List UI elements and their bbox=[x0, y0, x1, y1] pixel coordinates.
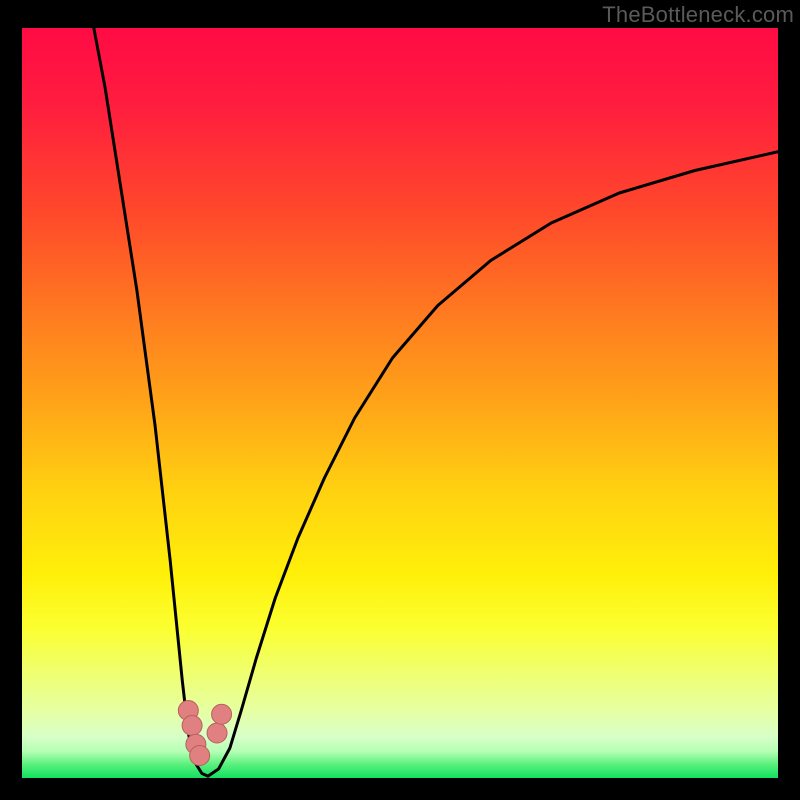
gradient-background bbox=[22, 28, 778, 778]
marker-point bbox=[212, 704, 232, 724]
marker-point bbox=[190, 746, 210, 766]
bottleneck-chart-root: { "attribution": "TheBottleneck.com", "c… bbox=[0, 0, 800, 800]
bottleneck-curve-plot bbox=[0, 0, 800, 800]
marker-point bbox=[207, 723, 227, 743]
marker-point bbox=[182, 716, 202, 736]
